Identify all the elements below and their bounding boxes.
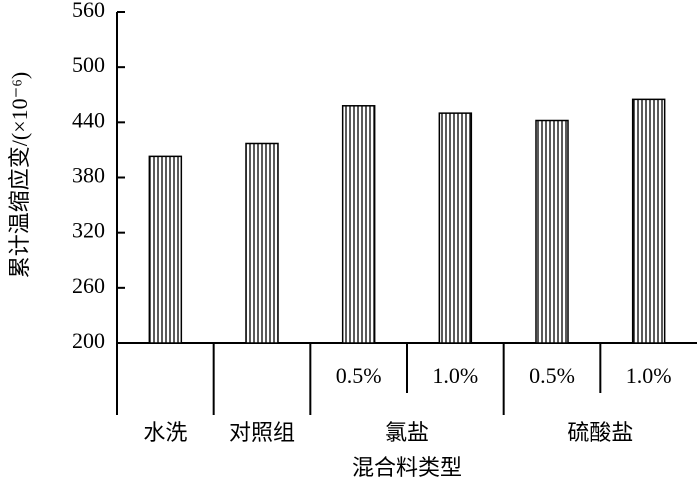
group-label: 硫酸盐 xyxy=(567,420,633,445)
y-tick-label: 260 xyxy=(72,273,105,298)
y-tick-label: 320 xyxy=(72,218,105,243)
y-tick-label: 440 xyxy=(72,107,105,132)
bar xyxy=(245,142,279,344)
x-tick-label: 0.5% xyxy=(336,363,382,388)
y-tick-label: 500 xyxy=(72,52,105,77)
group-label: 水洗 xyxy=(143,420,187,445)
x-tick-label: 1.0% xyxy=(432,363,478,388)
bar xyxy=(438,112,473,344)
x-tick-label: 0.5% xyxy=(529,363,575,388)
y-axis-label: 累计温缩应变/(×10⁻⁶) xyxy=(7,72,32,278)
bar xyxy=(341,105,376,344)
bar xyxy=(631,98,666,344)
y-tick-label: 200 xyxy=(72,328,105,353)
bar xyxy=(535,119,569,344)
bar xyxy=(148,155,183,344)
x-tick-label: 1.0% xyxy=(626,363,672,388)
x-axis-label: 混合料类型 xyxy=(352,455,462,480)
y-tick-label: 380 xyxy=(72,163,105,188)
y-tick-label: 560 xyxy=(72,0,105,22)
group-label: 对照组 xyxy=(229,420,295,445)
group-label: 氯盐 xyxy=(385,420,429,445)
